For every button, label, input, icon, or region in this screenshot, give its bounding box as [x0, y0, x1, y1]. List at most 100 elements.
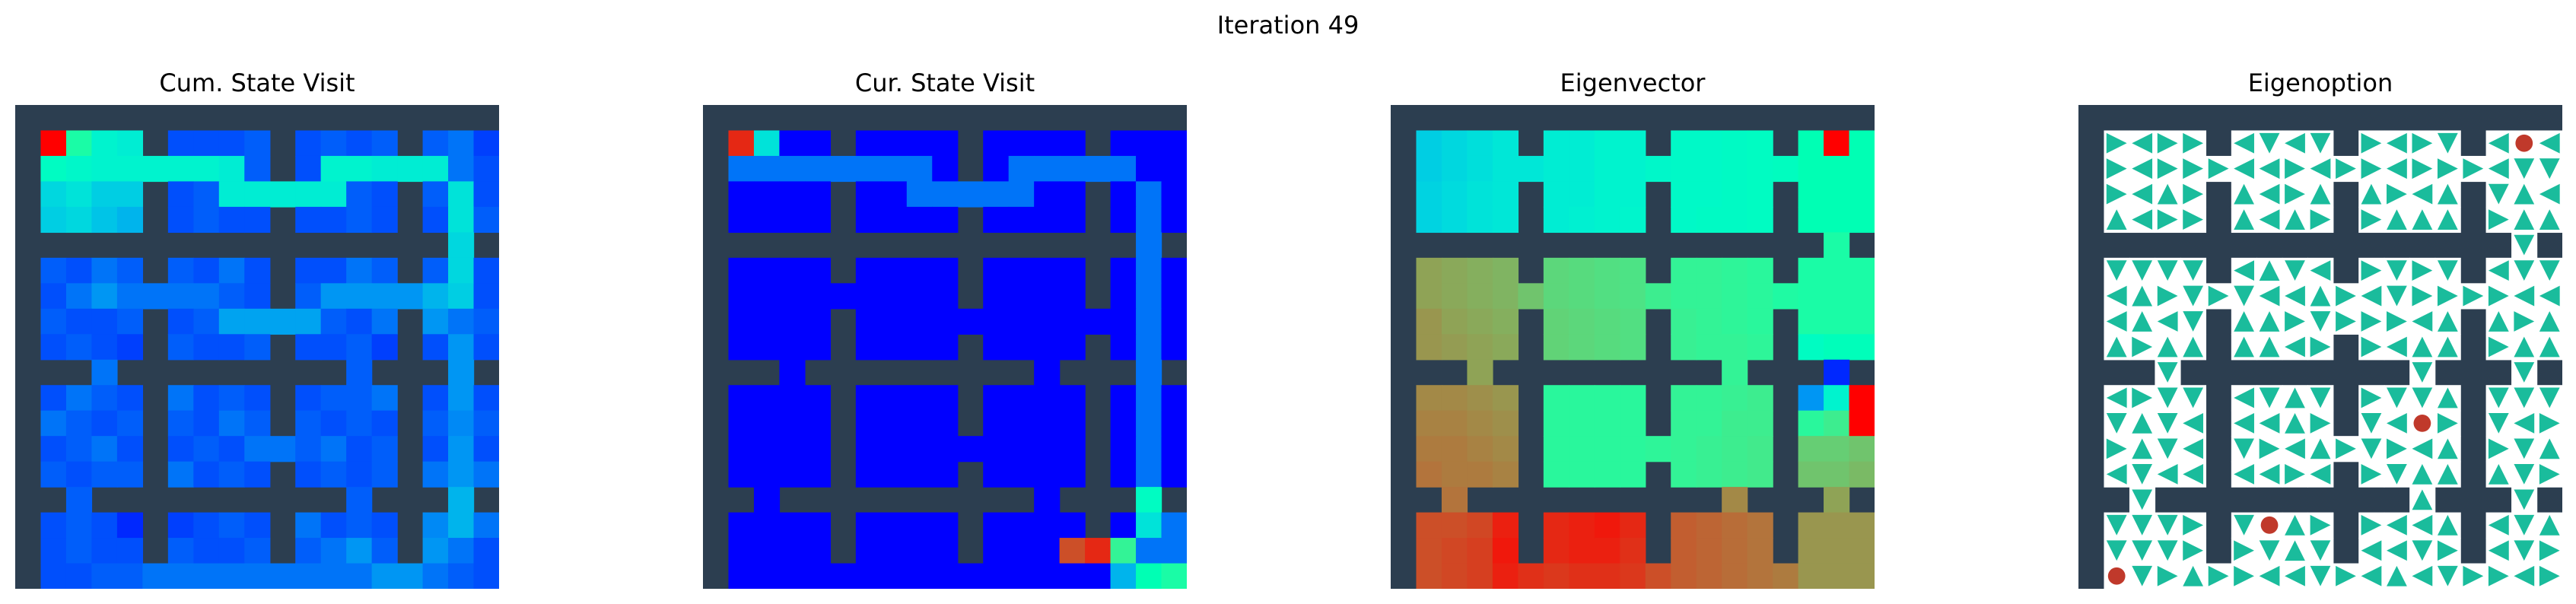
heatmap-cell [1492, 283, 1519, 310]
heatmap-cell [1747, 283, 1773, 310]
heatmap-cell [779, 538, 806, 564]
heatmap-cell [1136, 334, 1162, 361]
panel-title-eigenvector: Eigenvector [1560, 68, 1706, 97]
heatmap-cell [1824, 538, 1850, 564]
heatmap-cell [371, 334, 398, 361]
heatmap-cell [320, 461, 347, 488]
policy-arrow-L [2387, 514, 2407, 536]
heatmap-cell [906, 512, 933, 539]
policy-arrow-U [2132, 285, 2153, 307]
heatmap-cell [753, 487, 781, 513]
heatmap-cell [804, 410, 832, 437]
heatmap-cell [422, 563, 449, 589]
heatmap-cell [1161, 257, 1187, 284]
heatmap-cell [91, 538, 118, 564]
policy-arrow-R [2106, 132, 2127, 154]
heatmap-cell [371, 206, 398, 234]
heatmap-cell [91, 334, 118, 361]
policy-arrow-L [2539, 285, 2560, 307]
heatmap-cell [371, 563, 398, 589]
heatmap-cell [1085, 563, 1111, 589]
policy-arrow-D [2157, 413, 2178, 434]
heatmap-cell [1034, 436, 1061, 463]
heatmap-cell [804, 155, 832, 183]
heatmap-cell [346, 487, 373, 513]
heatmap-cell [1849, 538, 1875, 564]
heatmap-cell [1620, 563, 1646, 589]
heatmap-cell [1008, 181, 1035, 208]
policy-arrow-R [2183, 514, 2204, 536]
policy-arrow-U [2437, 183, 2458, 205]
heatmap-cell [65, 461, 93, 488]
heatmap-cell [1161, 385, 1187, 412]
heatmap-cell [346, 436, 373, 463]
heatmap-cell [1059, 563, 1086, 589]
policy-arrow-U [2106, 336, 2127, 358]
heatmap-cell [779, 410, 806, 437]
heatmap-cell [1110, 334, 1137, 361]
policy-arrow-D [2157, 260, 2178, 281]
policy-arrow-L [2514, 285, 2535, 307]
cum-state-visit-heatmap [15, 105, 499, 589]
heatmap-cell [1620, 334, 1646, 361]
heatmap-cell [1492, 334, 1519, 361]
heatmap-cell [167, 410, 194, 437]
heatmap-cell [932, 283, 959, 310]
heatmap-cell [1543, 461, 1569, 488]
heatmap-cell [1467, 155, 1493, 183]
heatmap-cell [1594, 385, 1620, 412]
heatmap-cell [116, 410, 144, 437]
heatmap-cell [957, 563, 984, 589]
heatmap-cell [448, 232, 475, 259]
heatmap-cell [1671, 538, 1697, 564]
heatmap-cell [346, 181, 373, 208]
heatmap-cell [346, 461, 373, 488]
policy-arrow-L [2132, 183, 2153, 205]
policy-arrow-D [2514, 489, 2535, 510]
policy-arrow-L [2234, 260, 2254, 281]
heatmap-cell [855, 436, 882, 463]
heatmap-cell [422, 410, 449, 437]
heatmap-cell [422, 308, 449, 335]
heatmap-cell [932, 563, 959, 589]
heatmap-cell [1492, 308, 1519, 335]
policy-arrow-L [2285, 285, 2305, 307]
heatmap-cell [167, 563, 194, 589]
policy-arrow-R [2361, 514, 2382, 536]
heatmap-cell [295, 206, 322, 234]
heatmap-cell [218, 461, 245, 488]
heatmap-cell [1824, 461, 1850, 488]
heatmap-cell [167, 334, 194, 361]
heatmap-cell [1798, 436, 1824, 463]
heatmap-cell [1798, 130, 1824, 157]
heatmap-cell [804, 130, 832, 157]
heatmap-cell [1059, 410, 1086, 437]
heatmap-cell [1849, 512, 1875, 539]
heatmap-cell [1441, 563, 1468, 589]
policy-arrow-R [2106, 158, 2127, 180]
heatmap-cell [1620, 436, 1646, 463]
heatmap-cell [1671, 181, 1697, 208]
heatmap-cell [1620, 308, 1646, 335]
heatmap-cell [1569, 334, 1595, 361]
heatmap-cell [346, 563, 373, 589]
heatmap-cell [448, 359, 475, 386]
heatmap-cell [269, 308, 296, 335]
heatmap-cell [855, 512, 882, 539]
heatmap-cell [1824, 512, 1850, 539]
heatmap-cell [116, 130, 144, 157]
heatmap-cell [1620, 206, 1646, 234]
policy-arrow-U [2539, 336, 2560, 358]
heatmap-cell [371, 257, 398, 284]
eigenvector-heatmap [1391, 105, 1875, 589]
heatmap-cell [1543, 334, 1569, 361]
heatmap-cell [167, 130, 194, 157]
heatmap-cell [1161, 410, 1187, 437]
heatmap-cell [1416, 257, 1442, 284]
policy-arrow-U [2387, 209, 2407, 230]
heatmap-cell [473, 385, 499, 412]
heatmap-cell [753, 206, 781, 234]
policy-arrow-R [2157, 158, 2178, 180]
heatmap-cell [1798, 181, 1824, 208]
heatmap-cell [1569, 538, 1595, 564]
